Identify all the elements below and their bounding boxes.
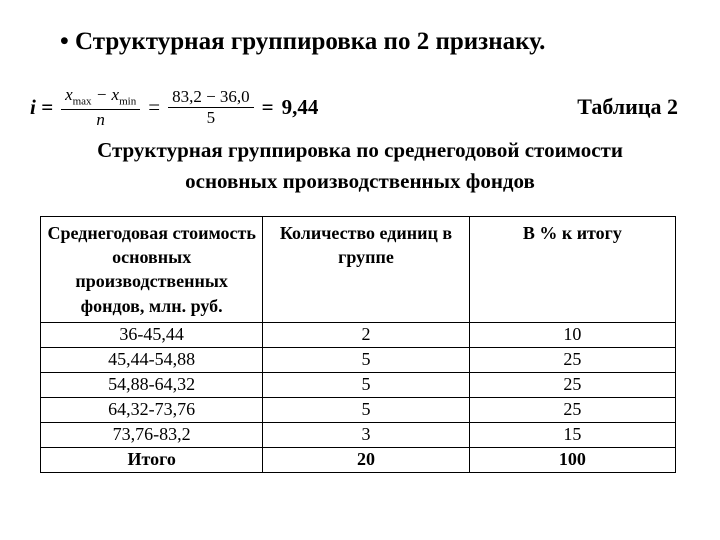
cell: 10 xyxy=(469,322,675,347)
cell: 54,88-64,32 xyxy=(41,372,263,397)
col-header-0: Среднегодовая стоимость основных произво… xyxy=(41,216,263,322)
fraction-numeric: 83,2 − 36,0 5 xyxy=(168,88,254,127)
cell: 5 xyxy=(263,397,469,422)
xmin-x: x xyxy=(112,85,120,104)
numeric-denominator: 5 xyxy=(203,108,220,127)
cell: 3 xyxy=(263,422,469,447)
fraction-symbolic: xmax − xmin n xyxy=(61,86,140,129)
table-number-label: Таблица 2 xyxy=(577,94,678,120)
col-header-2: В % к итогу xyxy=(469,216,675,322)
total-label: Итого xyxy=(41,447,263,472)
cell: 25 xyxy=(469,372,675,397)
total-count: 20 xyxy=(263,447,469,472)
xmax-sub: max xyxy=(73,95,92,107)
caption-line-1: Структурная группировка по среднегодовой… xyxy=(97,138,623,162)
caption-line-2: основных производственных фондов xyxy=(185,169,535,193)
cell: 2 xyxy=(263,322,469,347)
cell: 25 xyxy=(469,347,675,372)
total-percent: 100 xyxy=(469,447,675,472)
equals-1: = xyxy=(148,95,160,120)
cell: 73,76-83,2 xyxy=(41,422,263,447)
formula-prefix: i = xyxy=(30,95,53,120)
xmax-x: x xyxy=(65,85,73,104)
table-row: 45,44-54,88 5 25 xyxy=(41,347,676,372)
minus-sign: − xyxy=(92,85,112,104)
cell: 5 xyxy=(263,372,469,397)
table-row: 36-45,44 2 10 xyxy=(41,322,676,347)
denominator-n: n xyxy=(92,110,109,129)
table-caption: Структурная группировка по среднегодовой… xyxy=(36,135,684,198)
cell: 45,44-54,88 xyxy=(41,347,263,372)
cell: 64,32-73,76 xyxy=(41,397,263,422)
xmin-sub: min xyxy=(119,95,136,107)
cell: 5 xyxy=(263,347,469,372)
table-total-row: Итого 20 100 xyxy=(41,447,676,472)
table-row: 73,76-83,2 3 15 xyxy=(41,422,676,447)
page-bullet-title: Структурная группировка по 2 признаку. xyxy=(60,28,684,56)
table-row: 54,88-64,32 5 25 xyxy=(41,372,676,397)
cell: 36-45,44 xyxy=(41,322,263,347)
equals-2: = xyxy=(262,95,274,120)
table-row: 64,32-73,76 5 25 xyxy=(41,397,676,422)
cell: 25 xyxy=(469,397,675,422)
numeric-numerator: 83,2 − 36,0 xyxy=(168,88,254,108)
col-header-1: Количество единиц в группе xyxy=(263,216,469,322)
table-header-row: Среднегодовая стоимость основных произво… xyxy=(41,216,676,322)
formula-result: 9,44 xyxy=(282,95,319,120)
interval-formula: i = xmax − xmin n = 83,2 − 36,0 5 = 9,44 xyxy=(30,86,318,129)
cell: 15 xyxy=(469,422,675,447)
formula-row: i = xmax − xmin n = 83,2 − 36,0 5 = 9,44… xyxy=(36,86,684,129)
grouping-table: Среднегодовая стоимость основных произво… xyxy=(40,216,676,473)
